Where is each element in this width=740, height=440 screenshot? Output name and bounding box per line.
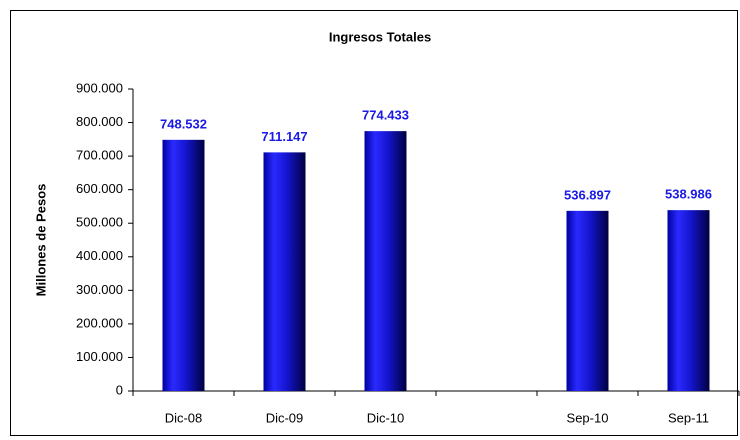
y-tick-label: 200.000: [76, 315, 123, 330]
data-label: 711.147: [261, 129, 307, 144]
bar: [263, 152, 306, 391]
y-tick-label: 100.000: [76, 349, 123, 364]
y-tick-label: 800.000: [76, 114, 123, 129]
data-label: 536.897: [564, 187, 611, 202]
y-tick-label: 300.000: [76, 282, 123, 297]
x-tick-label: Sep-11: [668, 410, 709, 425]
x-tick-label: Dic-08: [165, 410, 203, 425]
y-tick-label: 400.000: [76, 248, 123, 263]
data-label: 774.433: [362, 108, 409, 123]
y-axis-label: Millones de Pesos: [33, 184, 48, 297]
data-label: 748.532: [160, 116, 207, 131]
bar: [364, 131, 407, 391]
x-tick-label: Dic-09: [266, 410, 304, 425]
y-tick-label: 500.000: [76, 215, 123, 230]
y-tick-label: 700.000: [76, 148, 123, 163]
y-tick-label: 0: [116, 382, 123, 397]
y-tick-label: 900.000: [76, 80, 123, 95]
y-tick-label: 600.000: [76, 181, 123, 196]
x-tick-label: Sep-10: [567, 410, 609, 425]
bar: [566, 210, 609, 391]
bar: [667, 210, 710, 391]
data-label: 538.986: [665, 187, 712, 202]
bar: [162, 139, 205, 391]
x-tick-label: Dic-10: [367, 410, 405, 425]
chart-title: Ingresos Totales: [329, 29, 431, 44]
